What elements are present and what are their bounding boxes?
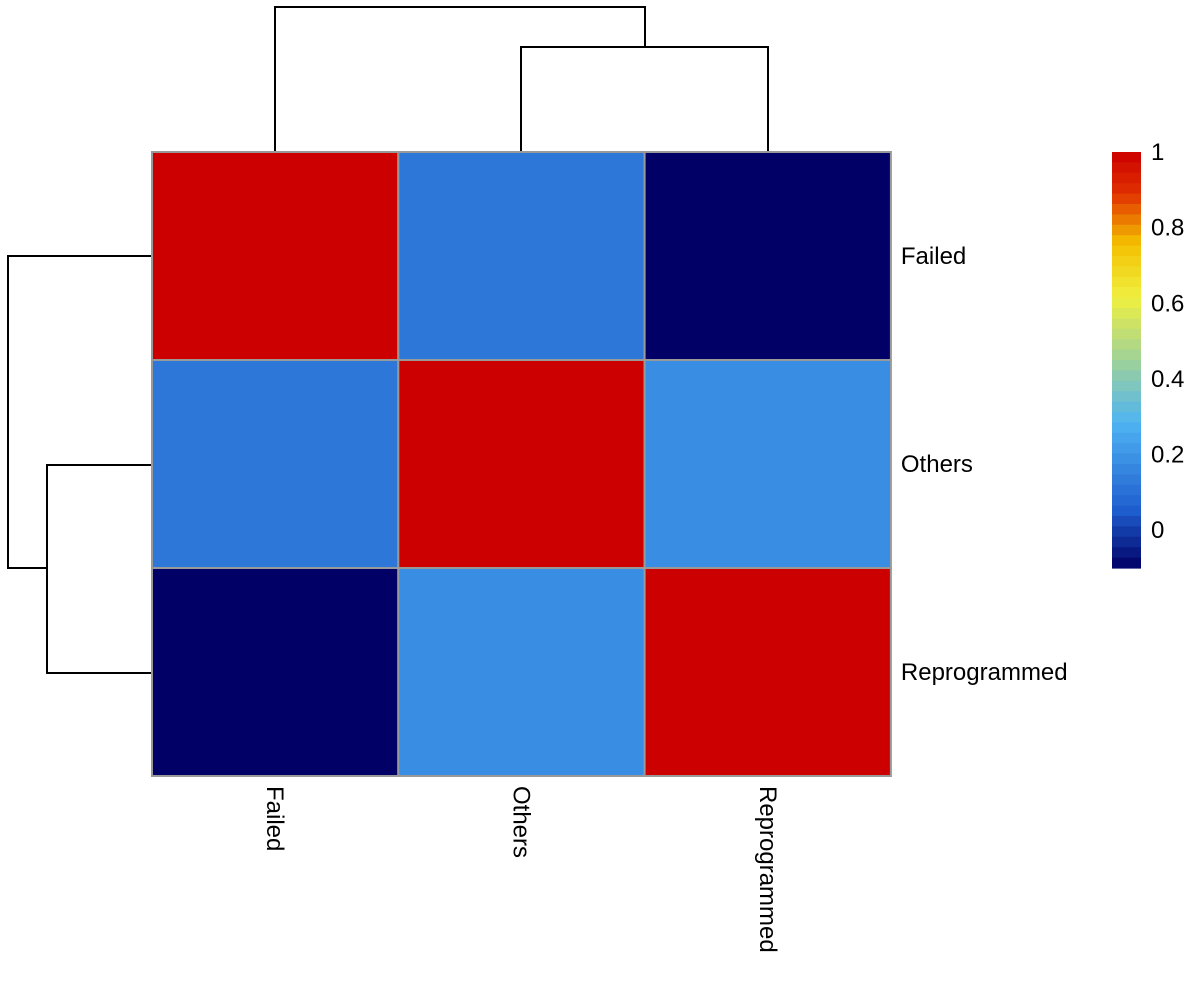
row-label-others: Others [901,451,973,478]
legend-color-segment [1112,349,1141,361]
legend-color-segment [1112,474,1141,486]
legend-color-segment [1112,505,1141,517]
legend-color-segment [1112,224,1141,236]
legend-color-segment [1112,287,1141,299]
legend-color-segment [1112,245,1141,257]
legend-color-segment [1112,318,1141,330]
legend-tick-label: 0.2 [1151,442,1184,469]
legend-tick-label: 0.4 [1151,366,1184,393]
legend-color-segment [1112,412,1141,423]
heatmap-cells [151,151,892,777]
legend-tick-label: 0.6 [1151,290,1184,317]
heatmap-cell-failed-others [397,151,646,361]
legend-color-segment [1112,339,1141,351]
legend-color-segment [1112,536,1141,548]
legend-color-segment [1112,453,1141,465]
legend-color-segment [1112,516,1141,527]
legend-color-segment [1112,183,1141,195]
legend-color-segment [1112,328,1141,340]
legend-tick-label: 0.8 [1151,215,1184,242]
legend-color-segment [1112,432,1141,444]
column-dendrogram [274,6,769,152]
legend-color-segment [1112,162,1141,174]
legend-color-segment [1112,256,1141,267]
legend-color-segment [1112,172,1141,184]
column-label-others: Others [507,786,534,858]
legend-color-segment [1112,266,1141,278]
legend-color-segment [1112,214,1141,226]
row-label-reprogrammed: Reprogrammed [901,659,1068,686]
legend-tick-label: 0 [1151,517,1164,544]
legend-color-segment [1112,547,1141,559]
legend-color-segment [1112,484,1141,496]
legend-color-segment [1112,401,1141,413]
legend-color-segment [1112,193,1141,205]
legend-color-segment [1112,464,1141,475]
legend-color-segment [1112,152,1141,163]
legend-color-segment [1112,297,1141,309]
legend-color-segment [1112,235,1141,247]
legend-color-segment [1112,557,1141,569]
legend-color-segment [1112,360,1141,371]
legend-color-segment [1112,526,1141,538]
legend-color-segment [1112,308,1141,319]
legend-color-segment [1112,391,1141,403]
legend-color-segment [1112,380,1141,392]
legend-color-segment [1112,204,1141,215]
row-dendrogram [7,255,152,674]
heatmap-cell-reprogrammed-reprogrammed [643,567,892,777]
heatmap-cell-others-reprogrammed [643,359,892,569]
heatmap-cell-failed-failed [151,151,400,361]
heatmap-cell-others-others [397,359,646,569]
legend-color-segment [1112,422,1141,434]
heatmap-cell-reprogrammed-others [397,567,646,777]
column-label-reprogrammed: Reprogrammed [754,786,781,953]
column-label-failed: Failed [261,786,288,851]
heatmap-cell-failed-reprogrammed [643,151,892,361]
color-legend: 0 0.2 0.4 0.6 0.8 1 [1112,139,1184,569]
legend-color-segment [1112,370,1141,382]
legend-tick-label: 1 [1151,139,1164,166]
column-labels: Failed Others Reprogrammed [261,786,781,953]
heatmap-cell-others-failed [151,359,400,569]
heatmap-cell-reprogrammed-failed [151,567,400,777]
row-labels: Failed Others Reprogrammed [901,243,1068,686]
legend-color-segment [1112,443,1141,455]
legend-color-segment [1112,276,1141,288]
legend-color-segment [1112,495,1141,507]
row-label-failed: Failed [901,243,966,270]
